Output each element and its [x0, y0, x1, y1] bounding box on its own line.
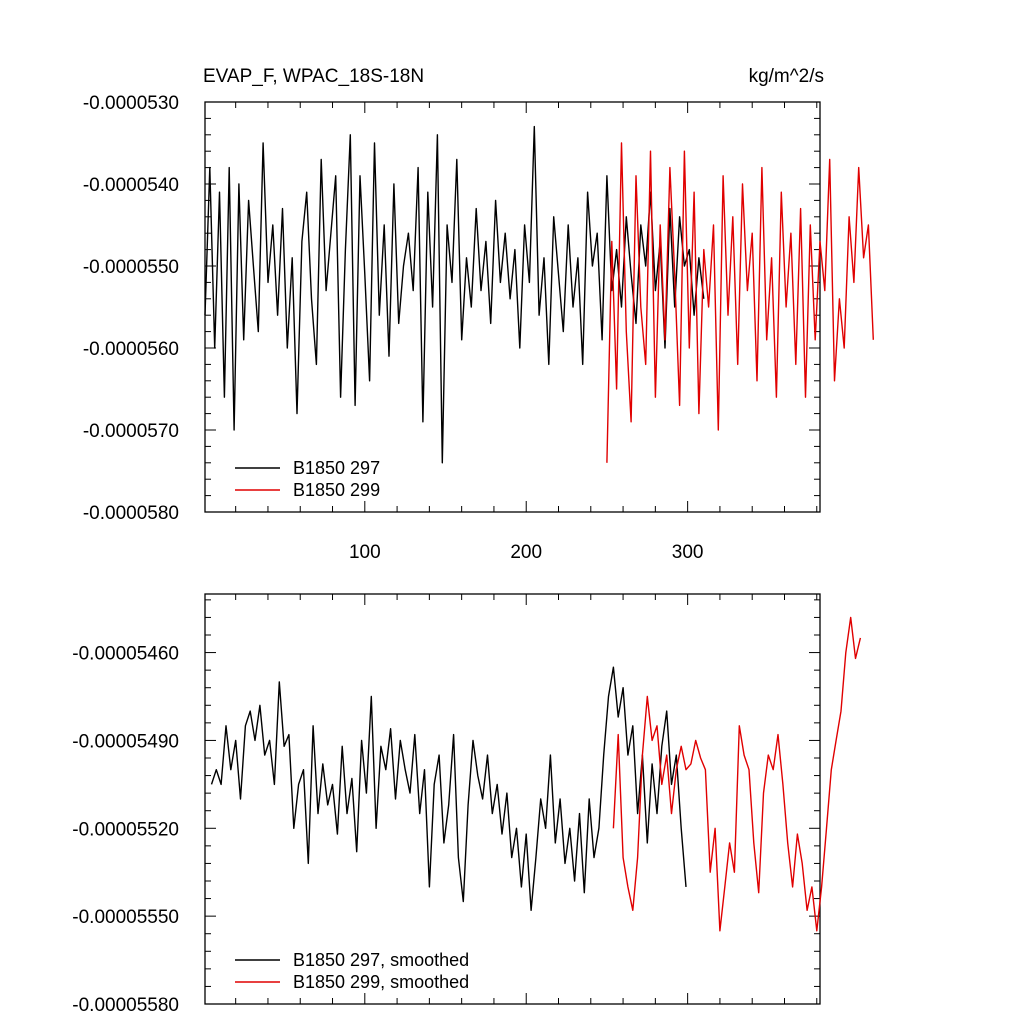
legend-label-1: B1850 297 [293, 458, 380, 478]
bottom-panel-smoothed: -0.00005580 -0.00005550 -0.00005520 -0.0000… [72, 593, 862, 1016]
legend-label-2: B1850 299, smoothed [293, 972, 469, 992]
y-tick-label: -0.00005460 [72, 644, 179, 665]
x-tick-label: 100 [349, 542, 381, 563]
x-tick-label: 300 [672, 542, 704, 563]
y-tick-label: -0.0000540 [83, 175, 179, 196]
series-line-1 [204, 125, 705, 464]
chart-title: EVAP_F, WPAC_18S-18N [203, 66, 425, 87]
series-line-1 [210, 666, 687, 911]
y-tick-label: -0.00005580 [72, 995, 179, 1016]
x-tick-label: 200 [510, 542, 542, 563]
y-tick-label: -0.0000570 [83, 421, 179, 442]
y-tick-label: -0.0000550 [83, 257, 179, 278]
series-line-2 [612, 616, 862, 932]
legend-label-2: B1850 299 [293, 480, 380, 500]
series-line-2 [606, 142, 874, 463]
y-tick-label: -0.0000580 [83, 503, 179, 524]
top-panel-raw: -0.0000580 -0.0000570 -0.0000560 -0.0000550… [83, 93, 874, 563]
units-label: kg/m^2/s [748, 66, 824, 87]
y-tick-label: -0.0000530 [83, 93, 179, 114]
legend-label-1: B1850 297, smoothed [293, 950, 469, 970]
y-tick-label: -0.0000560 [83, 339, 179, 360]
y-tick-label: -0.00005520 [72, 819, 179, 840]
plot-frame [204, 593, 821, 1005]
y-tick-label: -0.00005550 [72, 907, 179, 928]
y-tick-label: -0.00005490 [72, 731, 179, 752]
